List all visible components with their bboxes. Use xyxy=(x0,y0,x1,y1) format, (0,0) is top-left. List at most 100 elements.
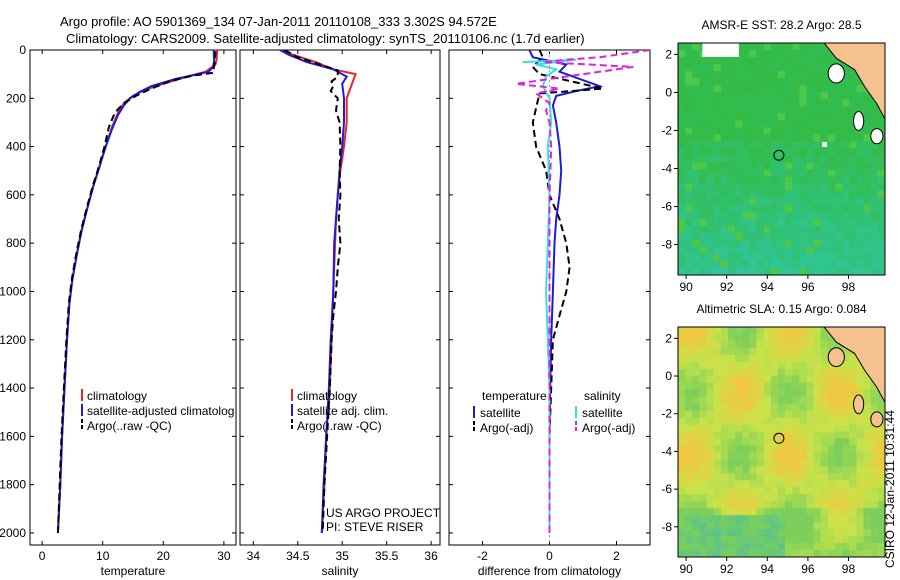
map-cell xyxy=(863,253,872,262)
map-cell xyxy=(856,99,865,107)
map-cell xyxy=(792,354,800,363)
map-cell xyxy=(685,327,693,335)
map-cell xyxy=(806,543,815,551)
map-cell xyxy=(799,232,808,241)
map-cell xyxy=(756,85,765,93)
map-cell xyxy=(692,57,701,65)
map-cell xyxy=(720,382,729,391)
map-cell xyxy=(770,120,779,128)
map-cell xyxy=(777,267,786,275)
map-cell xyxy=(785,396,793,405)
map-cell xyxy=(806,347,815,356)
map-cell xyxy=(720,480,729,488)
map-cell xyxy=(678,487,686,495)
map-cell xyxy=(877,204,885,213)
map-cell xyxy=(849,375,858,384)
map-cell xyxy=(820,113,829,121)
map-cell xyxy=(792,246,800,255)
map-cell xyxy=(685,190,693,199)
map-cell xyxy=(842,232,850,241)
map-cell xyxy=(806,92,815,100)
map-cell xyxy=(870,529,879,537)
map-cell xyxy=(806,190,815,199)
map-cell xyxy=(763,169,772,178)
map-cell xyxy=(842,218,850,227)
map-cell xyxy=(820,92,829,100)
map-cell xyxy=(720,141,729,150)
map-cell xyxy=(813,43,822,51)
series-line-salinity-argo-adj- xyxy=(515,50,650,533)
map-cell xyxy=(835,260,843,269)
map-cell xyxy=(742,459,750,467)
map-cell xyxy=(678,162,686,171)
map-cell xyxy=(785,232,793,241)
legend-entry: Argo(-adj) xyxy=(480,421,533,435)
map-cell xyxy=(827,466,836,474)
map-cell xyxy=(849,246,858,255)
map-cell xyxy=(742,515,750,523)
map-cell xyxy=(792,169,800,178)
map-cell xyxy=(806,162,815,171)
map-cell xyxy=(856,197,865,206)
map-cell xyxy=(785,85,793,93)
map-cell xyxy=(685,424,693,433)
map-cell xyxy=(785,340,793,349)
map-cell xyxy=(742,162,750,171)
map-cell xyxy=(799,396,808,405)
map-cell xyxy=(806,204,815,213)
map-cell xyxy=(742,225,750,234)
map-cell xyxy=(699,246,708,255)
map-cell xyxy=(756,232,765,241)
map-cell xyxy=(720,347,729,356)
map-cell xyxy=(877,267,885,275)
map-cell xyxy=(763,459,772,467)
map-cell xyxy=(835,424,843,433)
map-cell xyxy=(692,452,701,461)
map-cell xyxy=(799,148,808,157)
map-cell xyxy=(877,494,885,502)
map-cell xyxy=(820,361,829,370)
map-cell xyxy=(763,85,772,93)
map-cell xyxy=(785,354,793,363)
map-missing-data xyxy=(822,141,828,147)
map-cell xyxy=(749,389,758,398)
map-cell xyxy=(678,197,686,206)
map-cell xyxy=(785,183,793,192)
map-cell xyxy=(856,375,865,384)
map-cell xyxy=(692,543,701,551)
map-cell xyxy=(849,106,858,114)
map-cell xyxy=(820,459,829,467)
map-cell xyxy=(799,459,808,467)
map-cell xyxy=(692,508,701,516)
map-cell xyxy=(692,354,701,363)
map-cell xyxy=(820,333,829,342)
map-cell xyxy=(835,113,843,121)
legend-entry: satellite adj. clim. xyxy=(297,404,388,418)
map-cell xyxy=(685,431,693,440)
map-cell xyxy=(870,431,879,440)
map-cell xyxy=(720,253,729,262)
map-cell xyxy=(685,71,693,79)
map-cell xyxy=(727,183,736,192)
map-cell xyxy=(820,190,829,199)
map-cell xyxy=(813,148,822,157)
map-cell xyxy=(849,253,858,262)
map-cell xyxy=(820,225,829,234)
map-cell xyxy=(777,480,786,488)
map-cell xyxy=(806,536,815,544)
map-cell xyxy=(842,424,850,433)
map-cell xyxy=(849,99,858,107)
map-cell xyxy=(720,78,729,86)
map-cell xyxy=(835,431,843,440)
map-cell xyxy=(749,267,758,275)
map-cell xyxy=(813,522,822,530)
salinity-profile-axes: 34 34.5 35 35.5 36salinityclimatologysatelli… xyxy=(239,49,441,578)
map-cell xyxy=(799,218,808,227)
map-cell xyxy=(742,50,750,58)
map-cell xyxy=(799,260,808,269)
map-cell xyxy=(770,327,779,335)
map-cell xyxy=(756,197,765,206)
map-cell xyxy=(820,71,829,79)
map-cell xyxy=(820,487,829,495)
map-cell xyxy=(727,155,736,164)
